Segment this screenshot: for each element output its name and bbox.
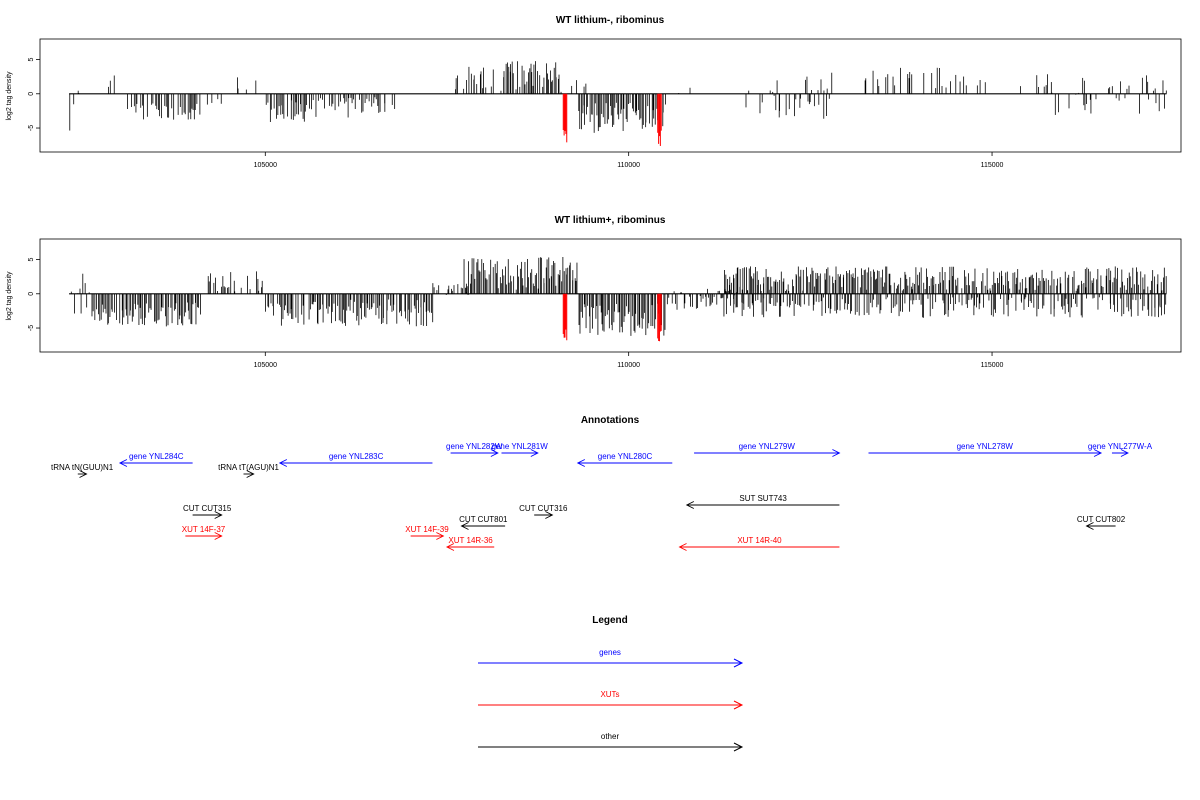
feature-label: tRNA tT(AGU)N1 xyxy=(218,463,279,472)
annotation-feature: gene YNL278W xyxy=(868,442,1103,457)
annotation-feature: CUT CUT802 xyxy=(1077,515,1126,530)
feature-arrowhead xyxy=(214,511,223,519)
panel-1-frame xyxy=(39,38,1182,153)
feature-label: gene YNL280C xyxy=(598,452,653,461)
legend-item-genes: genes xyxy=(478,648,744,668)
panel-2-frame xyxy=(39,238,1182,353)
y-tick-label: 5 xyxy=(28,257,35,261)
feature-label: gene YNL284C xyxy=(129,452,184,461)
panel-2-axes: 105000 110000 115000 5 0 -5 xyxy=(28,257,1004,369)
panel-1-title: WT lithium-, ribominus xyxy=(556,15,665,26)
panel-lithium-plus: WT lithium+, ribominus log2 tag density … xyxy=(6,215,1182,369)
feature-arrowhead xyxy=(118,459,128,467)
panel-1-ylabel: log2 tag density xyxy=(6,71,13,121)
feature-label: XUT 14R-40 xyxy=(737,536,782,545)
feature-label: CUT CUT315 xyxy=(183,504,232,513)
feature-label: XUT 14F-39 xyxy=(405,525,449,534)
feature-label: XUT 14F-37 xyxy=(182,525,226,534)
feature-label: gene YNL278W xyxy=(957,442,1014,451)
annotation-feature: CUT CUT315 xyxy=(183,504,232,519)
annotation-feature: gene YNL280C xyxy=(576,452,673,467)
feature-label: CUT CUT801 xyxy=(459,515,508,524)
annotation-feature: gene YNL277W-A xyxy=(1088,442,1153,457)
annotation-feature: gene YNL281W xyxy=(491,442,548,457)
legend-arrowhead xyxy=(733,742,744,752)
y-tick-label: 5 xyxy=(28,57,35,61)
feature-label: CUT CUT316 xyxy=(519,504,568,513)
x-tick-label: 115000 xyxy=(981,162,1004,169)
feature-label: gene YNL283C xyxy=(329,452,384,461)
panel-2-ylabel: log2 tag density xyxy=(6,271,13,321)
feature-arrowhead xyxy=(278,459,288,467)
annotation-feature: XUT 14F-39 xyxy=(405,525,449,540)
feature-arrowhead xyxy=(1085,522,1094,530)
feature-label: SUT SUT743 xyxy=(739,494,787,503)
legend-arrowhead xyxy=(733,700,744,710)
feature-arrowhead xyxy=(490,449,499,457)
x-tick-label: 110000 xyxy=(617,162,640,169)
y-tick-label: 0 xyxy=(28,292,35,296)
legend-label: XUTs xyxy=(600,690,619,699)
feature-label: gene YNL281W xyxy=(491,442,548,451)
annotation-feature: tRNA tT(AGU)N1 xyxy=(218,463,280,478)
annotation-feature: gene YNL284C xyxy=(118,452,193,467)
legend: Legend genes XUTs other xyxy=(478,615,744,752)
y-tick-label: 0 xyxy=(28,92,35,96)
feature-label: gene YNL279W xyxy=(739,442,796,451)
legend-label: other xyxy=(601,732,620,741)
panel-2-bars xyxy=(69,256,1167,342)
annotation-feature: XUT 14R-40 xyxy=(678,536,840,551)
legend-items: genes XUTs other xyxy=(478,648,744,752)
legend-item-xuts: XUTs xyxy=(478,690,744,710)
annotation-feature: XUT 14R-36 xyxy=(445,536,495,551)
feature-arrowhead xyxy=(460,522,469,530)
feature-arrowhead xyxy=(436,532,445,540)
feature-arrowhead xyxy=(1093,449,1103,457)
annotation-feature: gene YNL282W xyxy=(446,442,503,457)
feature-arrowhead xyxy=(214,532,223,540)
feature-arrowhead xyxy=(832,449,841,457)
feature-arrowhead xyxy=(445,543,455,551)
annotation-feature: CUT CUT801 xyxy=(459,515,508,530)
feature-arrowhead xyxy=(678,543,687,551)
feature-label: gene YNL277W-A xyxy=(1088,442,1153,451)
x-tick-label: 110000 xyxy=(617,362,640,369)
annotation-feature: gene YNL279W xyxy=(694,442,841,457)
legend-title: Legend xyxy=(592,615,628,626)
annotation-features: tRNA tN(GUU)N1 gene YNL284C tRNA tT(AGU)N1… xyxy=(51,442,1153,551)
panel-2-title: WT lithium+, ribominus xyxy=(555,215,666,226)
feature-label: tRNA tN(GUU)N1 xyxy=(51,463,114,472)
feature-arrowhead xyxy=(79,470,88,478)
y-tick-label: -5 xyxy=(28,325,35,331)
annotation-feature: gene YNL283C xyxy=(278,452,433,467)
feature-arrowhead xyxy=(685,501,695,509)
legend-arrowhead xyxy=(733,658,744,668)
feature-arrowhead xyxy=(246,470,255,478)
legend-item-other: other xyxy=(478,732,744,752)
feature-label: CUT CUT802 xyxy=(1077,515,1126,524)
annotations-title: Annotations xyxy=(581,415,640,426)
x-tick-label: 105000 xyxy=(254,162,277,169)
panel-1-axes: 105000 110000 115000 5 0 -5 xyxy=(28,57,1004,169)
feature-arrowhead xyxy=(530,449,539,457)
x-tick-label: 115000 xyxy=(981,362,1004,369)
panel-lithium-minus: WT lithium-, ribominus log2 tag density … xyxy=(6,15,1182,169)
feature-label: gene YNL282W xyxy=(446,442,503,451)
y-tick-label: -5 xyxy=(28,125,35,131)
feature-arrowhead xyxy=(545,511,554,519)
panel-1-bars xyxy=(69,61,1167,146)
legend-label: genes xyxy=(599,648,621,657)
annotation-feature: CUT CUT316 xyxy=(519,504,568,519)
annotation-feature: XUT 14F-37 xyxy=(182,525,226,540)
x-tick-label: 105000 xyxy=(254,362,277,369)
feature-arrowhead xyxy=(1120,449,1129,457)
annotation-feature: SUT SUT743 xyxy=(685,494,840,509)
feature-label: XUT 14R-36 xyxy=(448,536,493,545)
feature-arrowhead xyxy=(576,459,585,467)
annotation-feature: tRNA tN(GUU)N1 xyxy=(51,463,114,478)
